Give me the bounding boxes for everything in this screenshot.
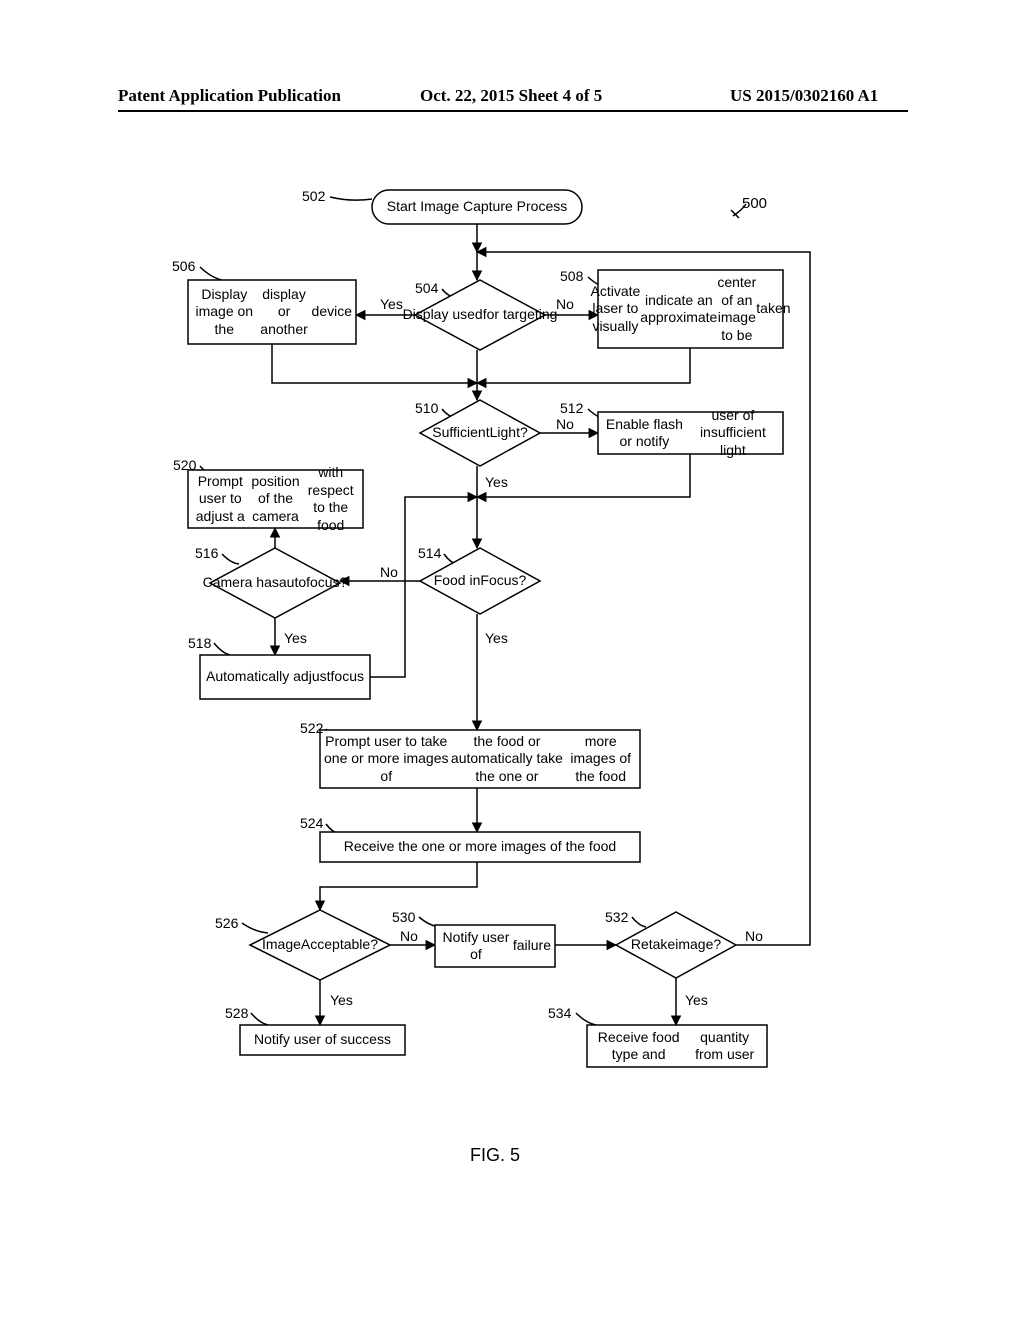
ref-label-534: 534 [548, 1005, 571, 1021]
node-text-n506: Display image on thedisplay or anotherde… [192, 280, 352, 344]
edge-label: No [380, 564, 398, 580]
ref-label-512: 512 [560, 400, 583, 416]
node-text-n528: Notify user of success [244, 1025, 401, 1055]
edge-label: No [745, 928, 763, 944]
ref-label-504: 504 [415, 280, 438, 296]
ref-label-522: 522 [300, 720, 323, 736]
node-text-n524: Receive the one or more images of the fo… [324, 832, 636, 862]
edge-label: No [556, 416, 574, 432]
edge-label: Yes [685, 992, 708, 1008]
ref-label-514: 514 [418, 545, 441, 561]
ref-label-520: 520 [173, 457, 196, 473]
ref-label-506: 506 [172, 258, 195, 274]
node-text-n502: Start Image Capture Process [376, 190, 578, 224]
node-text-n520: Prompt user to adjust aposition of the c… [192, 470, 359, 528]
edge-label: Yes [284, 630, 307, 646]
edge-label: No [556, 296, 574, 312]
ref-label-530: 530 [392, 909, 415, 925]
ref-label-508: 508 [560, 268, 583, 284]
edge-label: Yes [380, 296, 403, 312]
node-text-n530: Notify user offailure [439, 925, 551, 967]
ref-label-524: 524 [300, 815, 323, 831]
edge-label: Yes [330, 992, 353, 1008]
node-text-n518: Automatically adjustfocus [204, 655, 366, 699]
node-text-n512: Enable flash or notifyuser of insufficie… [602, 412, 779, 454]
node-text-n516: Camera hasautofocus? [196, 548, 354, 618]
ref-label-502: 502 [302, 188, 325, 204]
figure-ref-500: 500 [742, 195, 767, 212]
node-text-n534: Receive food type andquantity from user [591, 1025, 763, 1067]
ref-label-532: 532 [605, 909, 628, 925]
ref-label-526: 526 [215, 915, 238, 931]
figure-caption: FIG. 5 [470, 1145, 520, 1166]
ref-label-518: 518 [188, 635, 211, 651]
ref-label-516: 516 [195, 545, 218, 561]
ref-label-528: 528 [225, 1005, 248, 1021]
edge-label: No [400, 928, 418, 944]
edge-label: Yes [485, 474, 508, 490]
node-text-n526: ImageAcceptable? [236, 910, 404, 980]
ref-label-510: 510 [415, 400, 438, 416]
edge-label: Yes [485, 630, 508, 646]
node-text-n508: Activate laser to visuallyindicate an ap… [602, 270, 779, 348]
patent-page: Patent Application Publication Oct. 22, … [0, 0, 1024, 1320]
node-text-n522: Prompt user to take one or more images o… [324, 730, 636, 788]
